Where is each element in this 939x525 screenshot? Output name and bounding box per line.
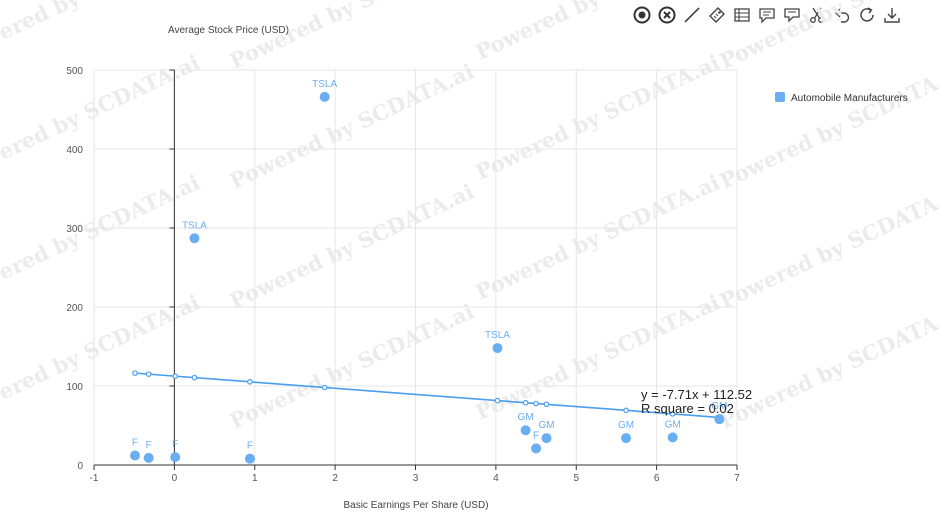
trendline-path [134,372,720,419]
data-point[interactable] [531,443,542,454]
watermark-text: Powered by SCDATA.ai [716,298,939,433]
y-axis-title: Average Stock Price (USD) [168,25,289,36]
data-point-label: GM [538,420,554,431]
data-point-label: GM [618,420,634,431]
data-point-label: TSLA [182,220,207,231]
flag-icon[interactable] [782,6,801,25]
data-point[interactable] [714,414,725,425]
x-axis-title: Basic Earnings Per Share (USD) [343,500,488,511]
watermark-text: Powered by SCDATA.ai [716,0,939,74]
x-tick-label: -1 [90,473,99,484]
list-icon[interactable] [732,6,751,25]
trendline-marker [132,370,138,376]
watermark-text: Powered by SCDATA.ai [226,58,478,193]
undo-icon[interactable] [832,6,851,25]
watermark-text: Powered by SCDATA.ai [226,0,478,74]
data-point-label: F [132,438,138,449]
data-point[interactable] [143,452,154,463]
data-point[interactable] [621,433,632,444]
y-tick-label: 100 [66,382,83,393]
trendline [132,370,723,421]
data-point[interactable] [492,343,503,354]
data-point-label: TSLA [312,79,337,90]
trendline-marker [522,399,529,406]
y-tick-label: 300 [66,224,83,235]
trendline-marker [191,374,198,381]
watermark-text: Powered by SCDATA.ai [0,289,203,424]
x-tick-label: 5 [573,473,579,484]
comment-icon[interactable] [757,6,776,25]
data-point-label: F [533,430,539,441]
data-point-label: GM [665,419,681,430]
data-point-label: F [172,439,178,450]
trendline-marker [543,401,550,408]
x-tick-label: 3 [413,473,419,484]
trendline-marker [669,411,676,417]
legend-swatch [775,92,785,102]
x-tick-label: 0 [172,473,178,484]
data-point[interactable] [170,452,181,463]
line-icon[interactable] [682,6,701,25]
y-tick-label: 0 [77,461,83,472]
trendline-marker [533,400,539,407]
x-tick-label: 6 [654,473,660,484]
watermark-text: Powered by SCDATA.ai [472,0,724,65]
watermark-text: Powered by SCDATA.ai [226,298,478,433]
trendline-marker [623,407,629,414]
x-tick-label: 7 [734,473,740,484]
watermark-text: Powered by SCDATA.ai [716,178,939,313]
data-point[interactable] [244,453,255,464]
data-point-label: TSLA [485,330,510,341]
tag-icon[interactable] [707,6,726,25]
legend[interactable]: Automobile Manufacturers [775,92,908,104]
trendline-marker [321,384,328,391]
axes: -1 0 1 2 3 4 5 6 7 0 100 200 300 400 500 [66,66,740,484]
trendline-marker [145,371,152,377]
data-point-label: F [146,440,152,451]
data-point[interactable] [520,425,531,436]
x-tick-label: 4 [493,473,499,484]
watermark-text: Powered by SCDATA.ai [0,169,203,304]
data-point[interactable] [667,432,678,443]
trendline-marker [494,397,501,404]
data-point[interactable] [129,450,140,461]
legend-label: Automobile Manufacturers [791,93,908,104]
data-point-label: GM [711,401,727,412]
y-tick-label: 500 [66,66,83,77]
watermark-text: Powered by SCDATA.ai [716,58,939,193]
trendline-marker [247,379,253,385]
y-tick-label: 400 [66,145,83,156]
close-circle-icon[interactable] [657,6,676,25]
scissors-icon[interactable] [807,6,826,25]
data-point[interactable] [541,433,552,444]
y-tick-label: 200 [66,303,83,314]
watermark-text: Powered by SCDATA.ai [472,169,724,304]
watermark-text: Powered by SCDATA.ai [226,178,478,313]
x-tick-label: 1 [252,473,258,484]
data-point[interactable] [319,91,330,102]
refresh-icon[interactable] [857,6,876,25]
trendline-r-squared: R square = 0.02 [641,401,734,416]
trendline-marker [172,373,178,379]
data-point[interactable] [189,233,200,244]
data-point-label: GM [518,412,534,423]
chart-toolbar [632,5,901,25]
download-icon[interactable] [882,6,901,25]
target-icon[interactable] [632,6,651,25]
x-tick-label: 2 [332,473,338,484]
data-point-label: F [247,441,253,452]
trendline-equation: y = -7.71x + 112.52 [641,387,752,402]
